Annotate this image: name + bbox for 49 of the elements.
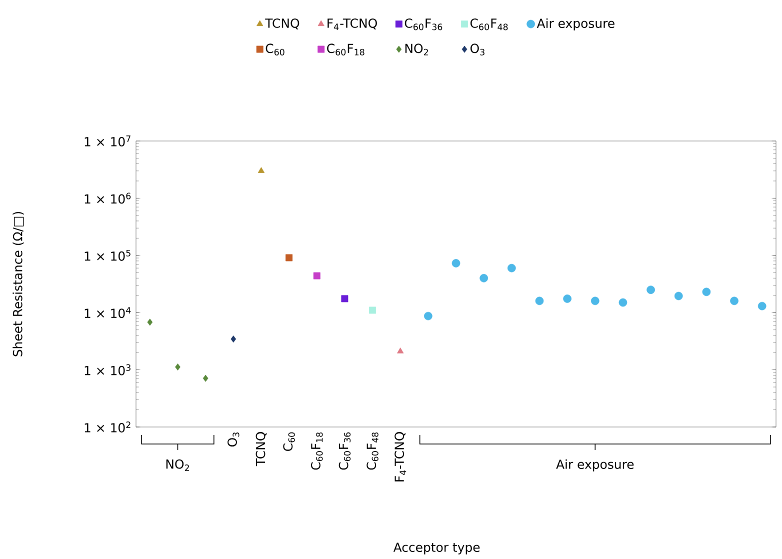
x-tick-label: C$_{60}$F$_{18}$ [311, 432, 323, 470]
point [397, 348, 404, 354]
x-tick-label: C$_{60}$F$_{36}$ [338, 432, 351, 470]
point [480, 274, 488, 283]
legend-label: NO$_{2}$ [405, 44, 428, 56]
point [590, 296, 600, 306]
legend-label: C$_{60}$F$_{36}$ [404, 18, 442, 30]
point [730, 296, 738, 306]
point [369, 306, 376, 314]
y-tick-label: 1 × 10$^{6}$ [84, 192, 131, 204]
y-tick-label: 1 × 10$^{5}$ [84, 250, 130, 262]
point [147, 318, 153, 326]
x-tick-label: O$_{3}$ [228, 432, 240, 447]
point [452, 259, 460, 268]
point [202, 375, 208, 382]
legend-label: F$_{4}$-TCNQ [328, 18, 377, 30]
point [507, 264, 516, 272]
point [535, 296, 544, 306]
x-tick-label: TCNQ [256, 432, 267, 466]
point [702, 288, 711, 296]
x-tick-label: C$_{60}$ [283, 432, 295, 452]
x-tick-label: F$_{4}$-TCNQ [394, 432, 406, 482]
legend-label: C$_{60}$F$_{18}$ [327, 44, 364, 56]
point [341, 295, 348, 302]
point [258, 167, 265, 174]
legend-label: TCNQ [265, 18, 300, 30]
y-axis-title: Sheet Resistance (Ω/□) [12, 212, 24, 357]
x-axis-title: Acceptor type [393, 542, 480, 555]
point [424, 312, 432, 320]
y-tick-label: 1 × 10$^{3}$ [84, 364, 130, 376]
point [286, 254, 293, 262]
x-tick-label: C$_{60}$F$_{48}$ [366, 432, 378, 470]
legend-label: C$_{60}$ [266, 44, 284, 56]
point [175, 364, 180, 371]
point [674, 292, 683, 300]
y-tick-label: 1 × 10$^{2}$ [84, 422, 130, 433]
y-tick-label: 1 × 10$^{7}$ [84, 136, 130, 147]
point [230, 336, 236, 343]
point [618, 298, 628, 307]
point [646, 286, 655, 294]
text: Air exposure [556, 460, 634, 472]
legend-label: Air exposure [536, 18, 614, 31]
legend-label: C$_{60}$F$_{48}$ [470, 18, 508, 30]
text: NO$_{2}$ [166, 460, 189, 472]
point [313, 272, 320, 280]
legend-label: O$_{3}$ [470, 44, 484, 56]
point [758, 302, 766, 310]
point [563, 294, 572, 304]
y-tick-label: 1 × 10$^{4}$ [84, 307, 131, 318]
